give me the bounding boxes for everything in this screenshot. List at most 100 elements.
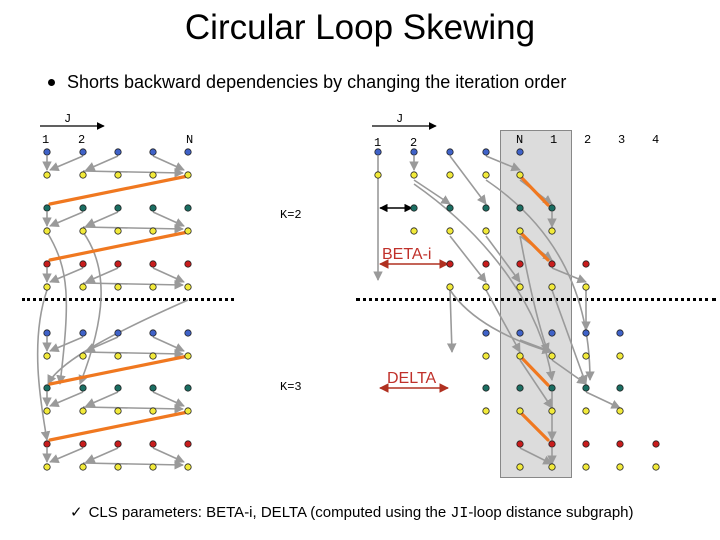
left-node-r11-c4 [149, 440, 157, 448]
left-backward-dep-2 [48, 354, 190, 386]
right-node-r10-c6 [548, 407, 556, 415]
right-node-r12-c6 [548, 463, 556, 471]
right-node-r6-c6 [548, 283, 556, 291]
left-node-r8-c2 [79, 352, 87, 360]
k2-label: K=2 [280, 208, 302, 222]
right-node-r4-c4 [482, 227, 490, 235]
left-node-r3-c5 [184, 204, 192, 212]
left-node-r5-c2 [79, 260, 87, 268]
left-backward-dep-1 [48, 230, 190, 262]
footer-text-before: CLS parameters: BETA-i, DELTA (computed … [88, 504, 451, 521]
left-node-r2-c5 [184, 171, 192, 179]
right-node-r10-c8 [616, 407, 624, 415]
left-node-r1-c4 [149, 148, 157, 156]
left-dep-b-2 [85, 267, 119, 283]
left-node-r12-c4 [149, 463, 157, 471]
right-node-r5-c4 [482, 260, 490, 268]
right-dep-5 [485, 155, 521, 172]
left-dep-b-0 [85, 155, 119, 171]
right-separator-line [356, 298, 716, 301]
bullet-point: Shorts backward dependencies by changing… [48, 72, 566, 93]
right-node-r12-c9 [652, 463, 660, 471]
right-node-r5-c3 [446, 260, 454, 268]
right-node-r1-c1 [374, 148, 382, 156]
right-node-r6-c7 [582, 283, 590, 291]
right-col-label-3: 3 [618, 133, 626, 147]
left-node-r8-c5 [184, 352, 192, 360]
left-node-r9-c3 [114, 384, 122, 392]
right-node-r1-c4 [482, 148, 490, 156]
shaded-column-region [500, 130, 572, 478]
left-node-r2-c3 [114, 171, 122, 179]
right-dep-15 [485, 289, 521, 353]
right-node-r3-c4 [482, 204, 490, 212]
right-node-r7-c4 [482, 329, 490, 337]
left-dep-a-1 [49, 211, 84, 228]
left-node-r6-c3 [114, 283, 122, 291]
right-node-r3-c2 [410, 204, 418, 212]
left-dep-c-0 [152, 155, 185, 171]
left-node-r12-c3 [114, 463, 122, 471]
left-col-label-1: 1 [42, 133, 50, 147]
left-node-r5-c3 [114, 260, 122, 268]
left-node-r7-c2 [79, 329, 87, 337]
right-col-label-2: 2 [410, 136, 418, 150]
right-dep-long-2 [485, 179, 595, 381]
left-node-r7-c5 [184, 329, 192, 337]
left-node-r8-c3 [114, 352, 122, 360]
left-node-r10-c5 [184, 407, 192, 415]
left-node-r1-c2 [79, 148, 87, 156]
left-dep-a-0 [49, 155, 84, 172]
left-node-r5-c1 [43, 260, 51, 268]
right-node-r2-c1 [374, 171, 382, 179]
right-node-r10-c7 [582, 407, 590, 415]
left-node-r2-c4 [149, 171, 157, 179]
right-node-r3-c5 [516, 204, 524, 212]
left-dep-long-3 [36, 289, 51, 441]
right-node-r7-c6 [548, 329, 556, 337]
left-node-r1-c1 [43, 148, 51, 156]
right-node-r1-c2 [410, 148, 418, 156]
footer-text-after: -loop distance subgraph) [468, 504, 634, 521]
right-node-r5-c5 [516, 260, 524, 268]
left-node-r6-c1 [43, 283, 51, 291]
left-node-r6-c2 [79, 283, 87, 291]
left-node-r8-c4 [149, 352, 157, 360]
left-node-r12-c5 [184, 463, 192, 471]
left-dep-d-1 [82, 224, 184, 234]
left-dep-d-5 [82, 460, 184, 470]
right-node-r10-c4 [482, 407, 490, 415]
right-node-r7-c7 [582, 329, 590, 337]
right-node-r6-c5 [516, 283, 524, 291]
left-node-r12-c1 [43, 463, 51, 471]
right-dep-16 [446, 289, 457, 353]
left-dep-d-2 [82, 280, 184, 290]
left-node-r1-c5 [184, 148, 192, 156]
right-node-r12-c5 [516, 463, 524, 471]
left-dep-b-4 [85, 391, 119, 407]
left-node-r3-c3 [114, 204, 122, 212]
left-node-r5-c4 [149, 260, 157, 268]
left-node-r11-c2 [79, 440, 87, 448]
left-node-r7-c4 [149, 329, 157, 337]
left-dep-b-5 [85, 447, 119, 463]
page-title: Circular Loop Skewing [184, 8, 536, 47]
beta-label: BETA-i [382, 246, 432, 263]
right-node-r3-c3 [446, 204, 454, 212]
right-dep-4 [449, 155, 487, 205]
right-node-r11-c6 [548, 440, 556, 448]
left-node-r11-c5 [184, 440, 192, 448]
left-node-r9-c5 [184, 384, 192, 392]
right-dep-18 [519, 359, 553, 409]
left-node-r10-c4 [149, 407, 157, 415]
checkmark-icon: ✓ [70, 504, 83, 521]
right-node-r11-c7 [582, 440, 590, 448]
left-node-r10-c1 [43, 407, 51, 415]
right-node-r3-c6 [548, 204, 556, 212]
right-col-label-4: 4 [652, 133, 660, 147]
right-node-r5-c7 [582, 260, 590, 268]
left-node-r5-c5 [184, 260, 192, 268]
right-node-r2-c4 [482, 171, 490, 179]
left-node-r9-c4 [149, 384, 157, 392]
right-node-r6-c3 [446, 283, 454, 291]
